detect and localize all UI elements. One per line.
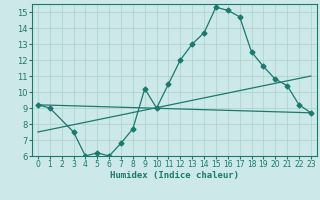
X-axis label: Humidex (Indice chaleur): Humidex (Indice chaleur) bbox=[110, 171, 239, 180]
